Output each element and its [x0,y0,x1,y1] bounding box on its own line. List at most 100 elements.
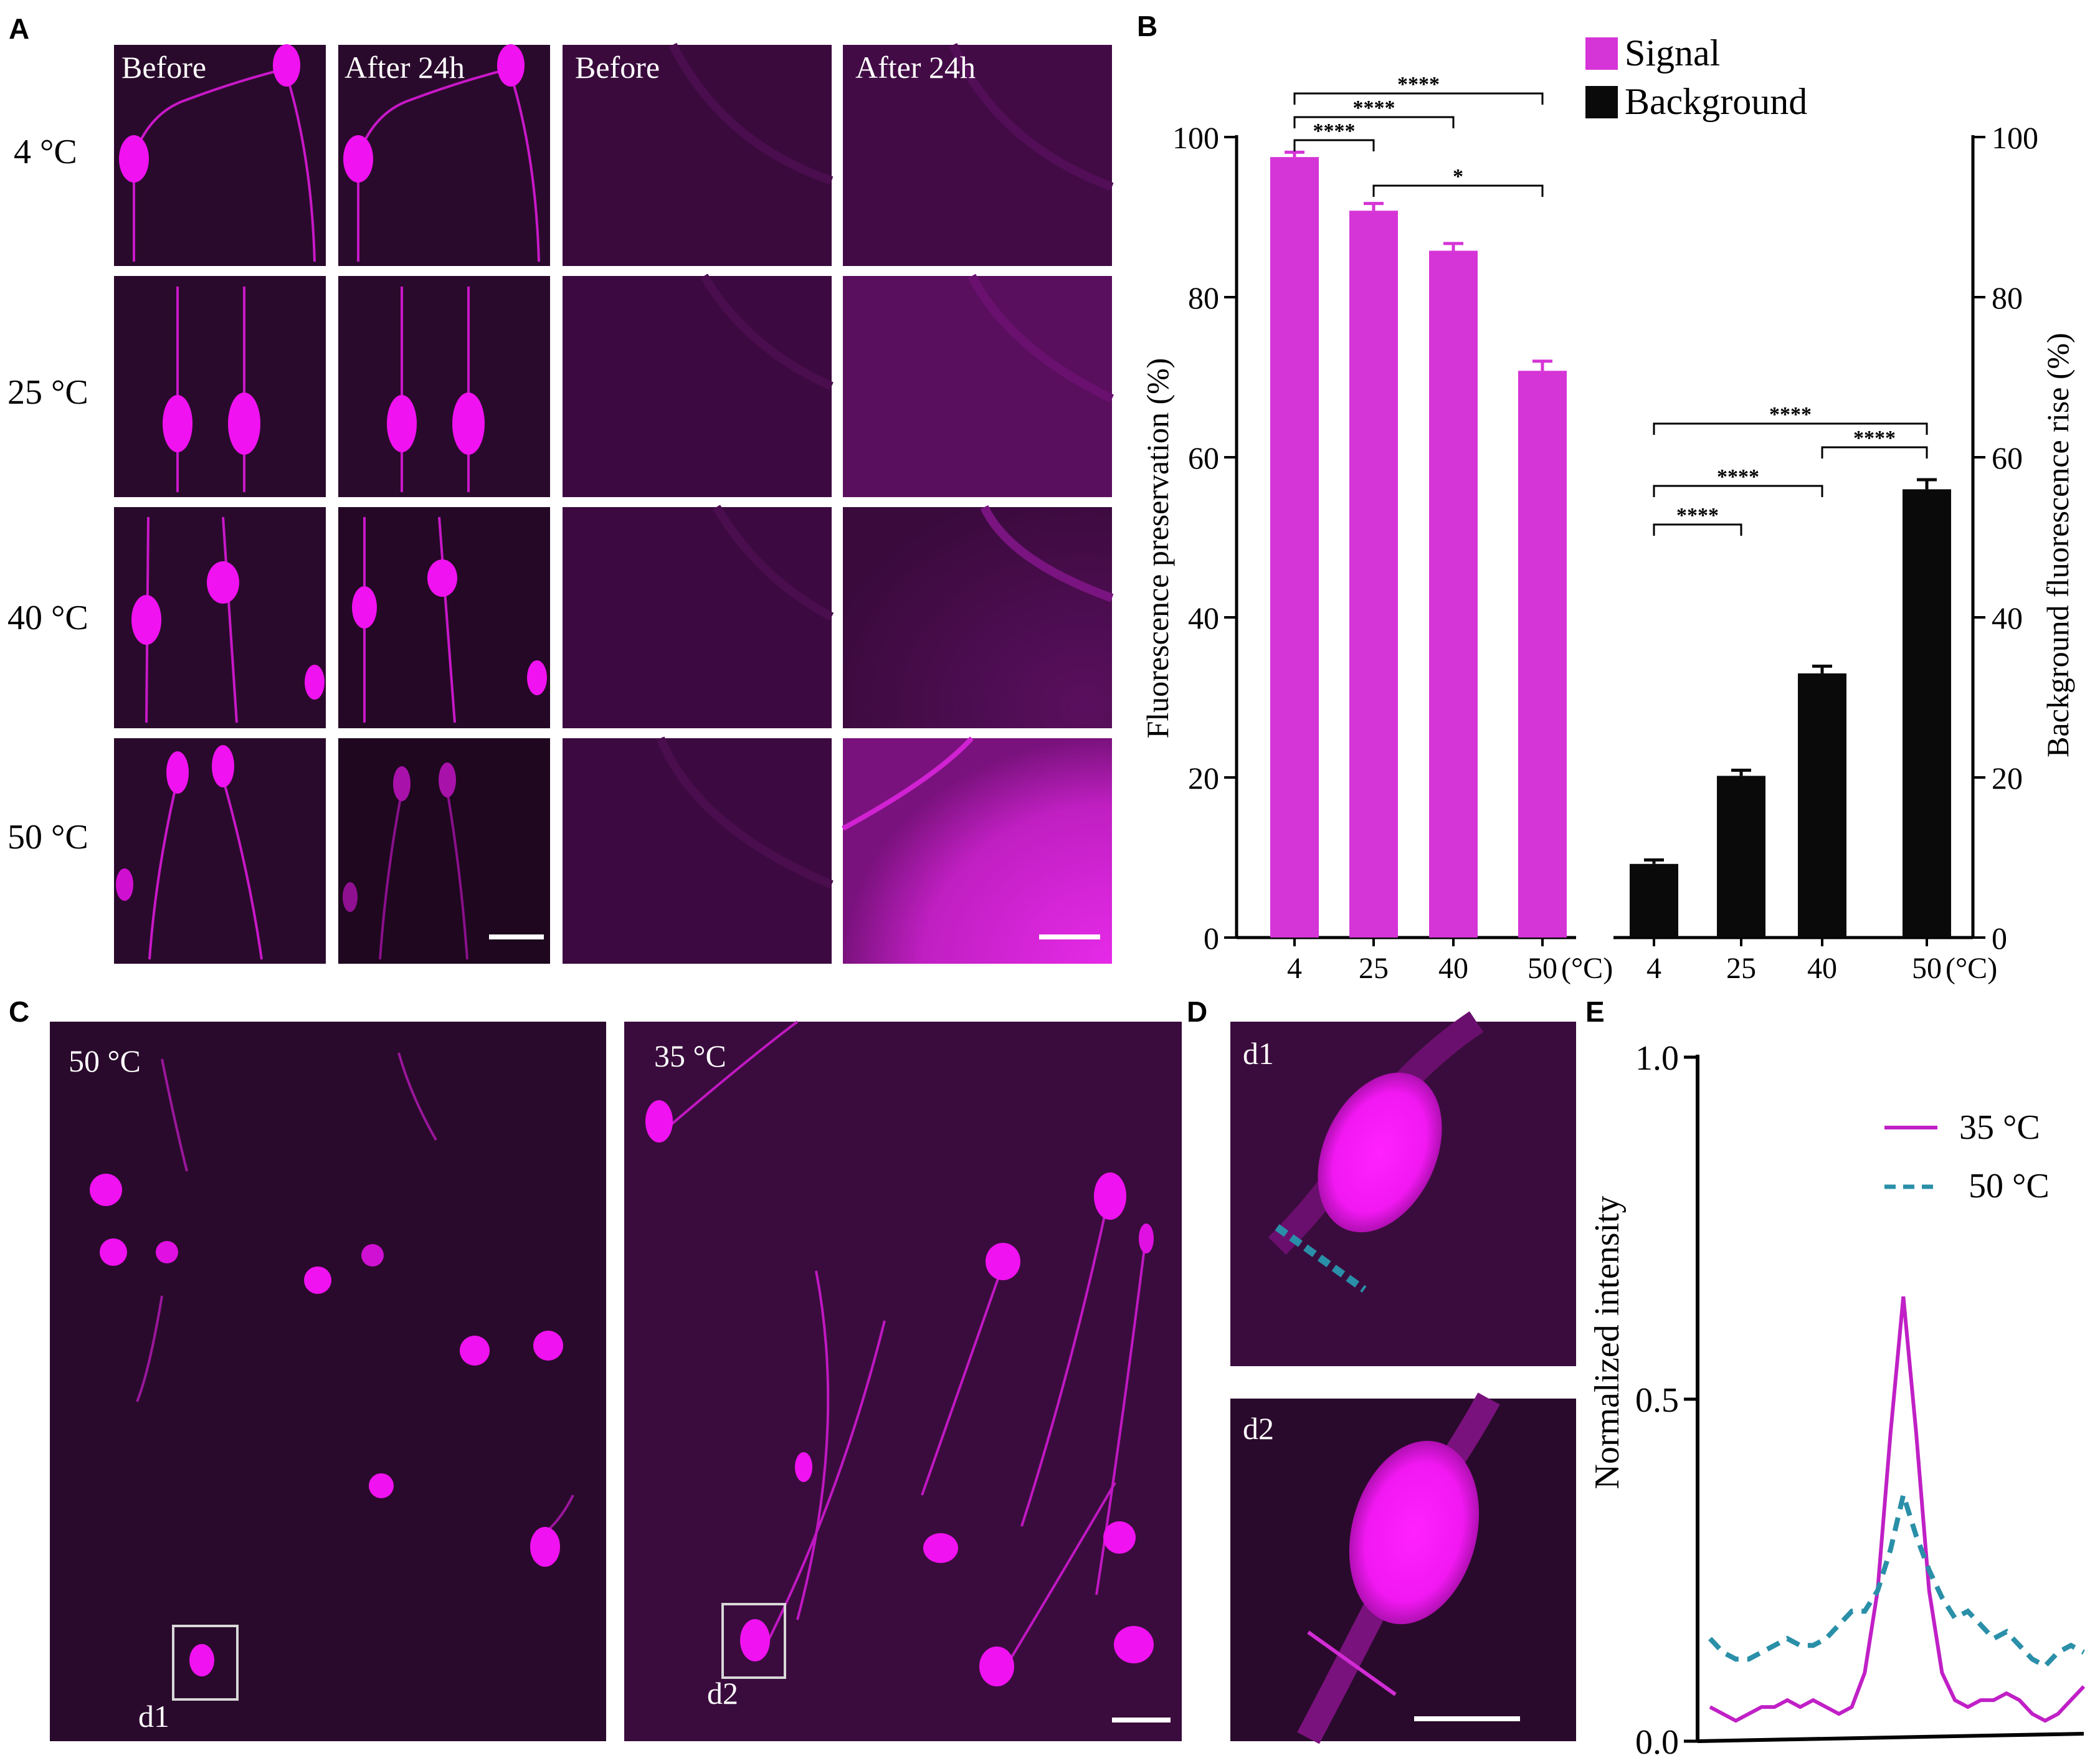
tile-r3-c4 [843,507,1112,728]
significance-bracket [1653,422,1928,435]
significance-bracket [1293,139,1375,151]
tissue-edge [656,736,834,889]
y-tick-label-left: 100 [1172,120,1219,155]
tissue-edge [949,43,1114,191]
significance-label: **** [1313,120,1356,143]
panel-d-top-title: d1 [1243,1036,1274,1071]
neuron-soma [497,44,525,87]
zoom-box-d2 [721,1603,786,1679]
panel-c-right-box-label: d2 [707,1676,738,1711]
panel-label-e: E [1585,996,1605,1028]
legend-label-background: Background [1625,81,1807,122]
legend-label-50c: 50 °C [1969,1167,2050,1205]
legend-swatch-signal [1585,37,1618,70]
col-header-1: Before [121,50,206,85]
y-tick-label: 0.0 [1635,1723,1679,1762]
neuron-soma [393,766,411,801]
neuron-soma [527,660,547,695]
y-axis-title-e: Normalized intensity [1588,1195,1627,1489]
panel-c-left-box-label: d1 [138,1699,169,1734]
significance-bracket [1293,92,1544,105]
x-tick-label: 4 [1287,952,1302,985]
y-tick-label-left: 20 [1188,761,1219,796]
neurons-r4 [148,778,263,960]
neuron-soma [166,751,189,794]
significance-bracket [1653,523,1742,536]
panel-d-bottom-image [1230,1392,1576,1744]
tile-r2-c4 [843,276,1112,497]
panel-c-left-title: 50 °C [69,1043,141,1078]
neurons-r1 [133,67,540,262]
neuron-soma [119,135,149,183]
neuron-soma [387,395,417,452]
x-tick-label: 4 [1646,952,1661,985]
tile-r2-c2 [338,276,550,497]
tissue-edge [668,42,834,185]
significance-label: **** [1397,73,1440,96]
tile-r2-c3 [563,276,832,497]
bar [1630,863,1678,938]
tile-r3-c3 [563,507,832,728]
neuron-soma [305,665,325,700]
significance-label: **** [1676,504,1719,527]
bar [1798,673,1846,938]
y-tick-label-left: 80 [1188,280,1219,315]
x-tick-label: 25 [1359,952,1389,985]
neuron-soma [131,595,161,645]
neuron-soma [207,561,239,604]
row-label-2: 25 °C [7,373,88,412]
series-line-50c [1708,1485,2085,1670]
neuron-soma [343,135,373,183]
tissue-edge [980,505,1114,602]
y-axis-title-left: Fluorescence preservation (%) [1140,358,1175,739]
neuron-soma [452,392,485,455]
panel-d-top-image [1230,1011,1576,1366]
bar [1429,250,1478,938]
legend-label-35c: 35 °C [1959,1108,2040,1147]
series-line-35c [1709,1296,2086,1723]
tile-r2-c1 [114,276,326,497]
significance-label: * [1453,165,1463,188]
y-axis-title-right: Background fluorescence rise (%) [2040,333,2075,758]
panel-a-grid [114,42,1114,964]
scale-bar [1112,1718,1171,1723]
tissue-edge [700,273,834,391]
col-header-4: After 24h [855,50,976,85]
neurons-r4-faint [379,791,468,960]
y-tick-label-right: 40 [1992,601,2023,635]
row-label-4: 50 °C [7,818,88,857]
scale-bar [489,934,544,939]
significance-label: **** [1853,427,1896,450]
x-tick-label: 25 [1726,952,1756,985]
significance-label: **** [1769,403,1812,426]
scale-bar [1039,934,1100,939]
tissue-edge [713,505,834,621]
neuron-soma [439,763,456,797]
tile-r4-c4 [843,738,1112,964]
legend-label-signal: Signal [1625,32,1720,74]
significance-label: **** [1353,97,1395,120]
panel-c-right-title: 35 °C [654,1038,726,1073]
panel-d-bottom-title: d2 [1243,1411,1274,1446]
bar [1270,157,1319,938]
bar [1903,489,1951,938]
legend-swatch-background [1585,86,1618,118]
tissue-edge [842,736,974,831]
tissue-edge [967,273,1114,403]
panel-label-d: D [1187,996,1207,1028]
neuron-soma [273,44,300,87]
panel-label-b: B [1137,10,1157,42]
x-axis [1697,1732,2084,1743]
neuron-soma [343,882,358,912]
scale-bar [1414,1716,1520,1721]
x-unit-label: (°C) [1561,952,1613,985]
row-label-3: 40 °C [7,599,88,637]
neuron-soma [212,745,234,787]
chart-e: 0.0 0.5 1.0 [1635,1039,2086,1762]
y-tick-label-right: 60 [1992,440,2023,475]
neuron-soma [116,868,133,901]
significance-bracket [1372,184,1544,197]
x-tick-label: 40 [1438,952,1468,985]
bar [1349,211,1398,938]
